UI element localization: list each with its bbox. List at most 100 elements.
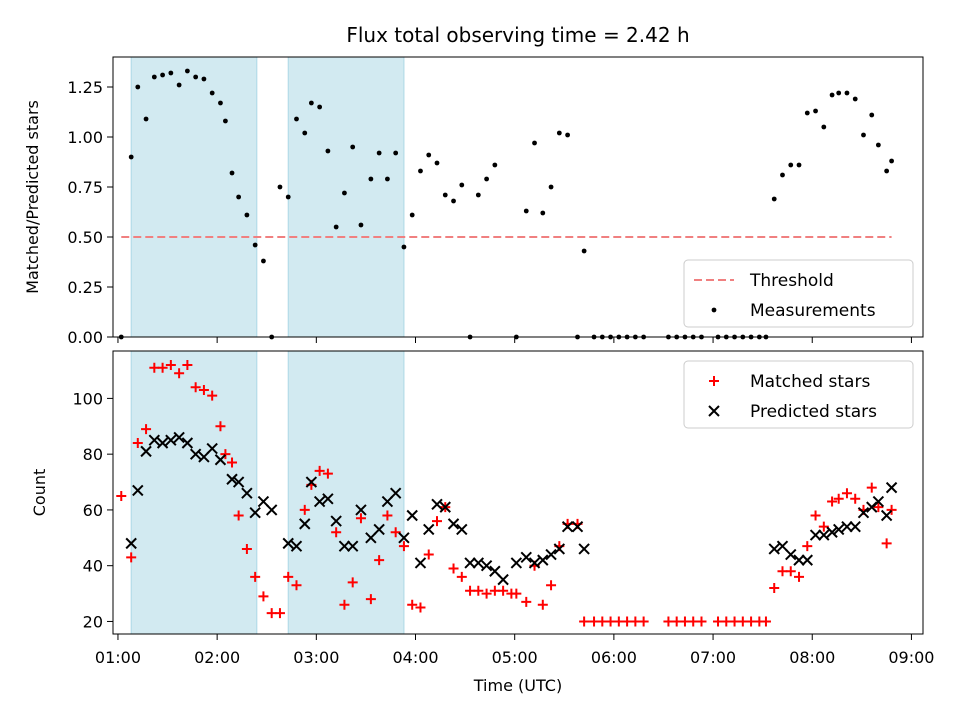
data-point <box>116 490 127 501</box>
legend-label: Matched stars <box>750 372 870 392</box>
data-point <box>206 442 218 455</box>
data-point <box>785 548 797 561</box>
data-point <box>833 493 844 504</box>
data-point <box>252 242 258 248</box>
data-point <box>423 523 435 536</box>
shaded-interval <box>130 56 258 338</box>
data-point <box>407 599 418 610</box>
data-point <box>484 176 489 182</box>
data-point <box>249 507 261 519</box>
data-point <box>285 194 291 200</box>
data-point <box>821 124 827 130</box>
data-point <box>841 520 853 533</box>
shaded-interval <box>287 350 405 635</box>
data-point <box>165 359 176 370</box>
data-point <box>439 501 451 513</box>
data-point <box>581 248 587 254</box>
data-point <box>696 616 707 627</box>
data-point <box>432 516 442 527</box>
data-point <box>274 608 285 619</box>
data-point <box>355 513 366 524</box>
data-point <box>317 104 323 110</box>
y-tick-label: 0.75 <box>67 178 103 197</box>
data-point <box>168 70 174 76</box>
data-point <box>125 537 137 550</box>
data-point <box>528 557 541 569</box>
data-point <box>128 154 134 160</box>
data-point <box>880 509 893 522</box>
data-point <box>472 557 485 569</box>
data-point <box>236 194 242 200</box>
y-axis-label: Count <box>30 469 49 517</box>
data-point <box>796 162 802 168</box>
data-point <box>802 541 813 552</box>
data-point <box>214 454 227 466</box>
data-point <box>473 585 484 596</box>
data-point <box>135 84 141 90</box>
data-point <box>794 571 805 582</box>
data-point <box>290 540 303 552</box>
data-point <box>373 523 385 536</box>
data-point <box>350 144 356 150</box>
data-point <box>173 431 185 444</box>
data-point <box>282 537 294 550</box>
data-point <box>546 580 557 591</box>
data-point <box>265 504 278 516</box>
data-point <box>140 445 152 458</box>
data-point <box>456 571 467 582</box>
legend-label: Threshold <box>749 271 834 291</box>
data-point <box>520 551 532 564</box>
data-point <box>850 493 861 504</box>
data-point <box>464 557 476 569</box>
data-point <box>250 571 261 582</box>
data-point <box>857 507 870 519</box>
data-point <box>322 468 333 479</box>
data-point <box>793 554 805 566</box>
data-point <box>523 208 529 214</box>
data-point <box>176 82 182 88</box>
data-point <box>826 526 838 538</box>
legend-handle <box>711 307 717 313</box>
data-point <box>241 487 253 499</box>
series-matched-stars <box>116 359 897 627</box>
data-point <box>365 594 376 605</box>
data-point <box>884 168 890 174</box>
data-point <box>333 224 339 230</box>
series-predicted-stars <box>125 431 898 586</box>
data-point <box>189 448 202 460</box>
data-point <box>841 488 852 499</box>
data-point <box>866 482 877 493</box>
x-tick-label: 09:00 <box>888 648 934 667</box>
data-point <box>771 196 777 202</box>
data-point <box>393 150 399 156</box>
data-point <box>827 496 838 507</box>
data-point <box>852 96 858 102</box>
data-point <box>801 554 813 566</box>
data-point <box>521 596 532 607</box>
data-point <box>229 170 235 176</box>
data-point <box>226 473 238 485</box>
legend-handle <box>709 376 719 386</box>
data-point <box>322 493 334 505</box>
y-tick-label: 80 <box>83 445 103 464</box>
data-point <box>174 368 185 379</box>
data-point <box>804 110 810 116</box>
data-point <box>532 140 537 146</box>
data-point <box>302 130 308 136</box>
data-point <box>227 457 238 468</box>
data-point <box>218 100 223 106</box>
data-point <box>545 548 557 561</box>
x-tick-label: 08:00 <box>789 648 835 667</box>
data-point <box>451 198 456 204</box>
data-point <box>431 498 443 511</box>
data-point <box>836 90 842 96</box>
x-tick-label: 07:00 <box>690 648 736 667</box>
data-point <box>418 168 423 174</box>
data-point <box>565 132 570 138</box>
data-point <box>148 434 161 446</box>
y-tick-label: 1.00 <box>67 128 103 147</box>
data-point <box>382 510 393 521</box>
data-point <box>785 566 796 577</box>
data-point <box>368 176 374 182</box>
data-point <box>241 543 252 554</box>
